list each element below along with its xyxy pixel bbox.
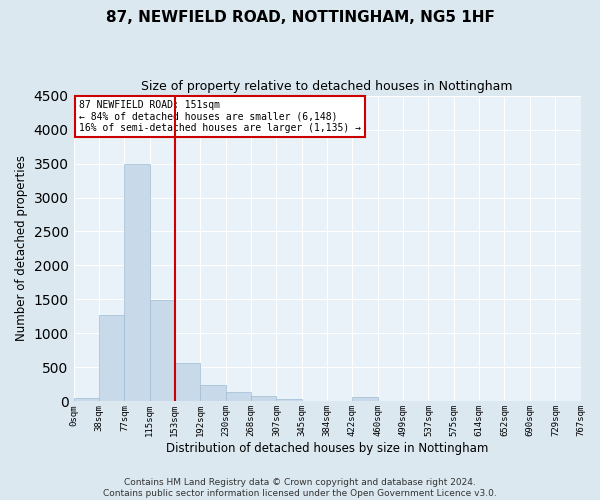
Bar	[149, 300, 175, 402]
Bar	[74, 398, 98, 402]
Bar	[175, 362, 200, 402]
Bar	[352, 398, 377, 402]
X-axis label: Distribution of detached houses by size in Nottingham: Distribution of detached houses by size …	[166, 442, 488, 455]
Bar	[302, 400, 328, 402]
Bar	[124, 164, 149, 402]
Y-axis label: Number of detached properties: Number of detached properties	[15, 156, 28, 342]
Bar	[277, 400, 302, 402]
Bar	[226, 392, 251, 402]
Text: 87, NEWFIELD ROAD, NOTTINGHAM, NG5 1HF: 87, NEWFIELD ROAD, NOTTINGHAM, NG5 1HF	[106, 10, 494, 25]
Text: 87 NEWFIELD ROAD: 151sqm
← 84% of detached houses are smaller (6,148)
16% of sem: 87 NEWFIELD ROAD: 151sqm ← 84% of detach…	[79, 100, 361, 134]
Bar	[200, 385, 226, 402]
Bar	[98, 315, 124, 402]
Text: Contains HM Land Registry data © Crown copyright and database right 2024.
Contai: Contains HM Land Registry data © Crown c…	[103, 478, 497, 498]
Title: Size of property relative to detached houses in Nottingham: Size of property relative to detached ho…	[141, 80, 513, 93]
Bar	[251, 396, 277, 402]
